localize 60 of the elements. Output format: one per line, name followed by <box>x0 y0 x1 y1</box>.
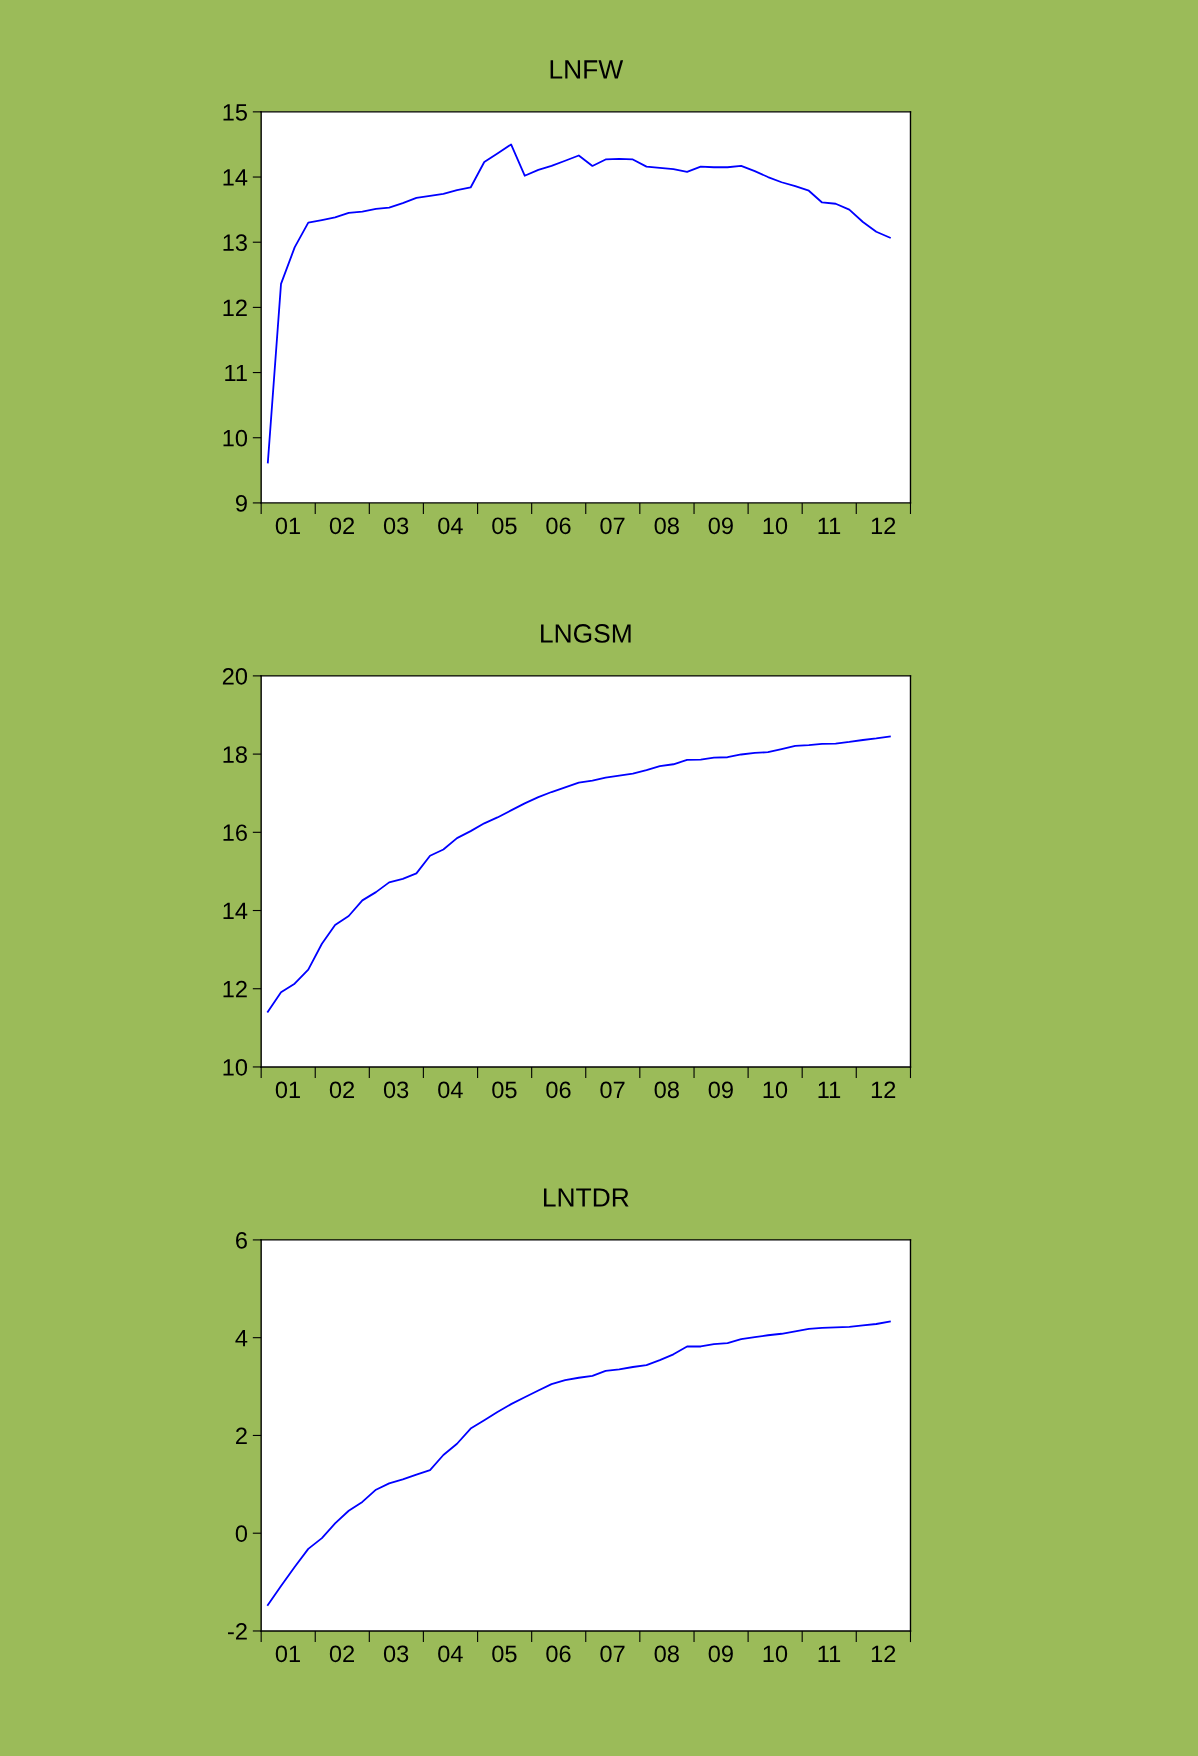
x-tick-label: 07 <box>600 1081 625 1099</box>
y-tick-label: 14 <box>223 902 248 920</box>
y-tick-label: 11 <box>225 364 247 382</box>
x-tick-label: 01 <box>275 1645 300 1663</box>
x-tick-label: 05 <box>492 1081 517 1099</box>
x-tick-label: 03 <box>383 1081 409 1099</box>
y-tick-label: 18 <box>223 746 247 763</box>
x-tick-label: 06 <box>546 1081 571 1099</box>
chart-title: LNTDR <box>544 1188 629 1207</box>
x-tick-label: 12 <box>871 517 896 534</box>
x-tick-label: 02 <box>329 1081 354 1099</box>
x-tick-label: 02 <box>329 517 354 535</box>
chart-title: LNGSM <box>541 624 631 643</box>
x-tick-label: 08 <box>654 1645 679 1663</box>
x-tick-label: 06 <box>546 1645 571 1663</box>
x-tick-label: 09 <box>708 1645 733 1663</box>
line-series <box>266 143 891 464</box>
x-tick-label: 10 <box>763 1645 788 1663</box>
x-tick-label: 12 <box>871 1081 896 1098</box>
y-tick-label: 20 <box>222 667 248 685</box>
x-tick-label: 07 <box>600 517 625 535</box>
x-tick-label: 11 <box>818 1081 841 1098</box>
y-tick-label: 10 <box>223 429 248 447</box>
x-tick-label: 03 <box>383 1645 409 1663</box>
y-tick-label: 0 <box>235 1525 248 1542</box>
line-series <box>266 735 891 1013</box>
line-series <box>266 1320 891 1606</box>
x-tick-label: 06 <box>546 517 571 535</box>
x-tick-label: 08 <box>654 1081 679 1099</box>
y-tick-label: -2 <box>228 1623 247 1640</box>
y-tick-label: 6 <box>236 1231 247 1249</box>
x-tick-label: 04 <box>438 1645 463 1663</box>
x-tick-label: 09 <box>708 517 733 535</box>
y-tick-label: 12 <box>223 299 247 316</box>
chart-title: LNFW <box>550 60 624 79</box>
y-tick-label: 9 <box>235 494 247 512</box>
y-tick-label: 10 <box>223 1059 248 1076</box>
y-tick-label: 2 <box>236 1427 247 1444</box>
x-tick-label: 11 <box>818 517 841 534</box>
y-tick-label: 15 <box>223 104 247 121</box>
x-tick-label: 04 <box>438 517 463 535</box>
x-tick-label: 03 <box>383 517 409 535</box>
x-tick-label: 04 <box>438 1081 463 1099</box>
x-tick-label: 05 <box>492 517 517 535</box>
y-tick-label: 4 <box>235 1329 248 1347</box>
x-tick-label: 08 <box>654 517 679 535</box>
x-tick-label: 01 <box>275 1081 300 1099</box>
y-tick-label: 16 <box>223 824 247 842</box>
y-tick-label: 14 <box>223 169 248 186</box>
x-tick-label: 01 <box>275 517 300 535</box>
x-tick-label: 10 <box>763 1081 788 1099</box>
x-tick-label: 07 <box>600 1645 625 1663</box>
x-tick-label: 12 <box>871 1645 896 1662</box>
x-tick-label: 10 <box>763 517 788 535</box>
x-tick-label: 02 <box>329 1645 354 1663</box>
x-tick-label: 11 <box>818 1645 841 1662</box>
x-tick-label: 09 <box>708 1081 733 1099</box>
y-tick-label: 12 <box>223 980 247 998</box>
x-tick-label: 05 <box>492 1645 517 1663</box>
y-tick-label: 13 <box>223 234 247 251</box>
